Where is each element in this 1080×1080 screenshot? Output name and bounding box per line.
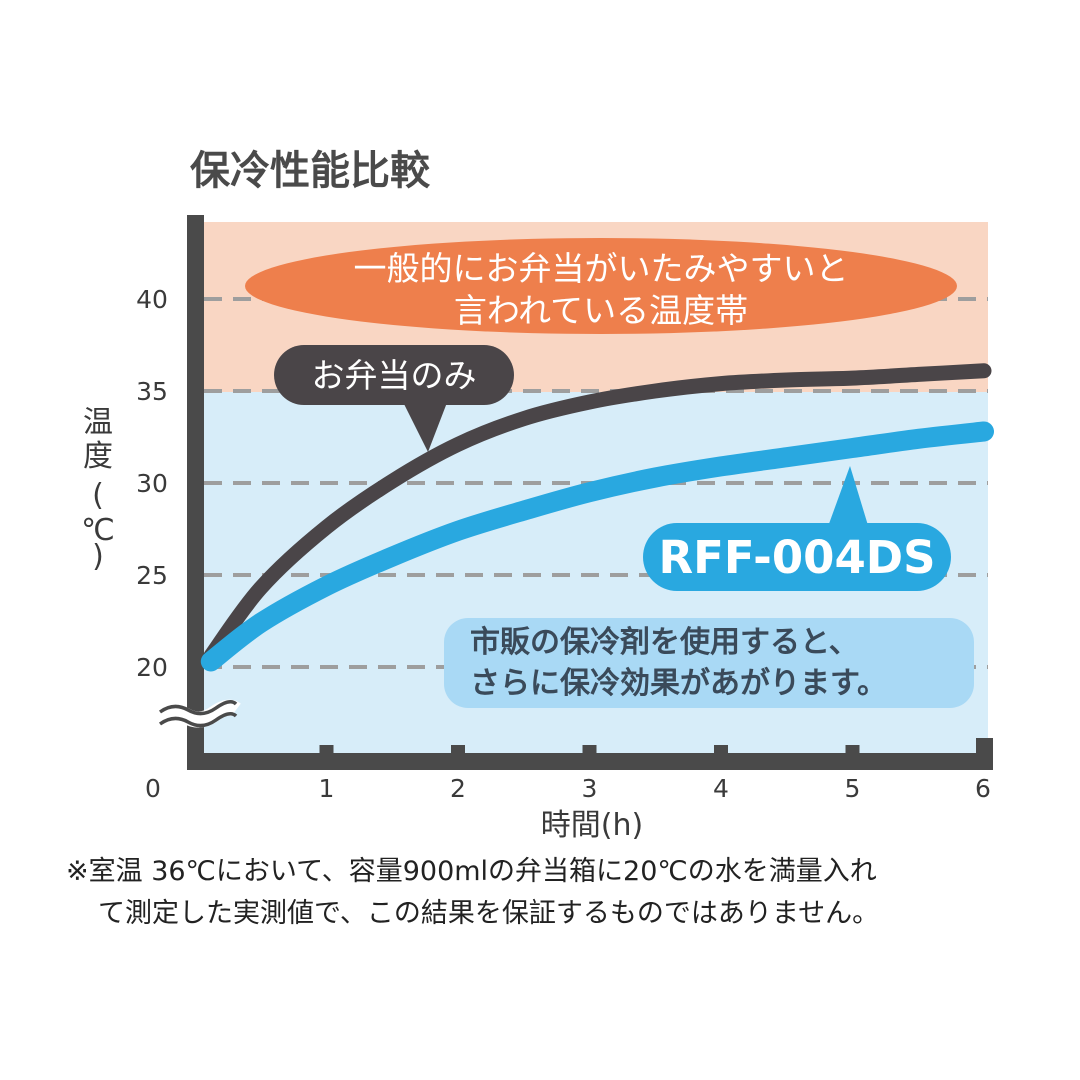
warning-band-balloon xyxy=(245,238,957,334)
bento-only-callout: お弁当のみ xyxy=(274,345,514,452)
y-tick-label: 35 xyxy=(136,377,168,406)
y-axis-label: 温度 (℃) xyxy=(81,405,115,574)
y-axis-line xyxy=(187,215,204,770)
x-axis-end-cap xyxy=(976,738,993,770)
y-axis-label-char: ) xyxy=(92,539,104,574)
series-label-rff-004ds: RFF-004DS xyxy=(658,531,935,584)
x-axis-line xyxy=(187,753,993,770)
x-tick-labels: 0 1 2 3 4 5 6 xyxy=(145,774,991,803)
x-tick-label: 6 xyxy=(975,774,991,803)
bento-only-callout-pointer xyxy=(402,400,448,452)
bento-only-callout-box xyxy=(274,345,514,405)
x-tick-label: 5 xyxy=(845,774,861,803)
y-axis-label-char: ℃ xyxy=(81,513,115,548)
info-line-1: 市販の保冷剤を使用すると、 xyxy=(470,625,859,660)
x-tick-mark xyxy=(582,745,597,755)
rff-callout: RFF-004DS xyxy=(643,466,951,591)
y-tick-label: 40 xyxy=(136,285,168,314)
info-line-2: さらに保冷効果があがります。 xyxy=(470,666,887,701)
y-tick-label: 20 xyxy=(136,653,168,682)
y-axis-label-char: ( xyxy=(92,478,104,513)
y-axis-label-char: 度 xyxy=(83,439,113,474)
series-label-bento-only: お弁当のみ xyxy=(312,356,477,395)
x-tick-label: 2 xyxy=(450,774,466,803)
warning-band-label-line-2: 言われている温度帯 xyxy=(454,291,748,330)
x-tick-mark xyxy=(451,745,465,755)
rff-callout-pointer xyxy=(826,466,870,532)
rff-callout-box xyxy=(643,523,951,591)
series-line-rff-004ds xyxy=(200,421,994,672)
x-tick-label: 3 xyxy=(582,774,598,803)
x-tick-mark xyxy=(845,745,860,755)
chart-title: 保冷性能比較 xyxy=(190,148,431,194)
info-box-background xyxy=(444,618,974,708)
y-tick-label: 25 xyxy=(136,561,168,590)
info-box: 市販の保冷剤を使用すると、 さらに保冷効果があがります。 xyxy=(444,618,974,708)
x-tick-label: 4 xyxy=(713,774,729,803)
x-tick-mark xyxy=(319,745,334,755)
y-tick-label: 30 xyxy=(136,469,168,498)
y-axis-label-char: 温 xyxy=(83,405,113,440)
series-line-bento-only xyxy=(203,363,992,664)
footnote-line-2: て測定した実測値で、この結果を保証するものではありません。 xyxy=(98,898,879,929)
x-tick-label: 1 xyxy=(319,774,335,803)
x-tick-label: 0 xyxy=(145,774,161,803)
x-tick-mark xyxy=(714,745,728,755)
warning-band-label-line-1: 一般的にお弁当がいたみやすいと xyxy=(354,249,849,288)
y-tick-labels: 20 25 30 35 40 xyxy=(136,285,168,682)
axis-break-symbol xyxy=(153,699,241,728)
x-tick-marks xyxy=(319,745,860,755)
footnote-line-1: ※室温 36℃において、容量900mlの弁当箱に20℃の水を満量入れ xyxy=(66,856,877,887)
x-axis-label: 時間(h) xyxy=(541,808,643,843)
